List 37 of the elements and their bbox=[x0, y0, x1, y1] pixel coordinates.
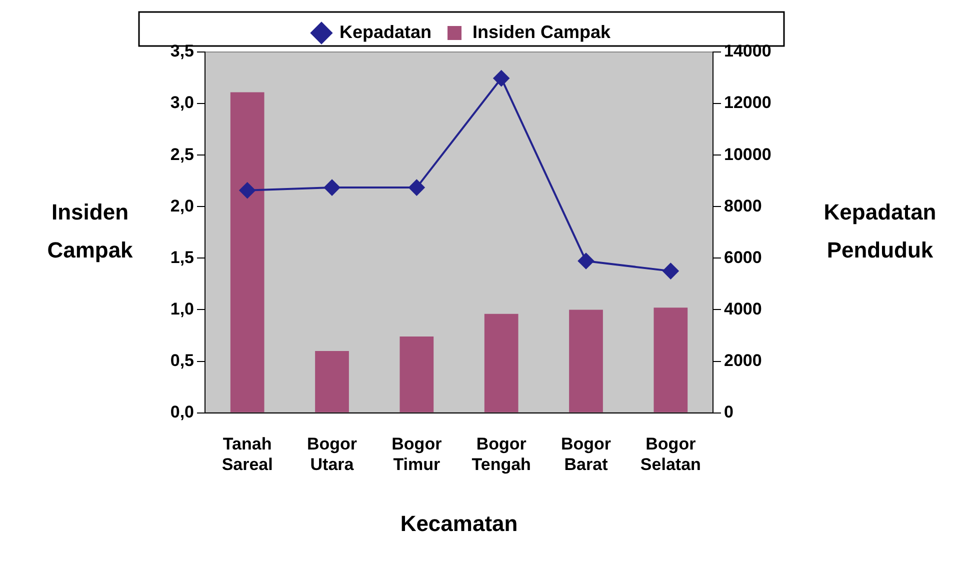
point bbox=[239, 182, 256, 198]
y2-tick-label: 12000 bbox=[724, 93, 772, 112]
x-axis-title: Kecamatan bbox=[400, 510, 518, 536]
point bbox=[578, 253, 594, 270]
y2-tick-label: 4000 bbox=[724, 299, 762, 318]
y-tick-label: 0,0 bbox=[170, 402, 194, 422]
bar bbox=[400, 336, 434, 412]
y-tick-label: 3,0 bbox=[170, 93, 194, 112]
y2-tick-label: 0 bbox=[724, 402, 734, 422]
y2-tick-label: 2000 bbox=[724, 350, 762, 370]
x-tick-label: Bogor Utara bbox=[306, 434, 358, 474]
y2-axis-title: Kepadatan Penduduk bbox=[824, 199, 936, 262]
y-tick-label: 1,5 bbox=[170, 248, 194, 267]
bar bbox=[315, 350, 349, 412]
y-tick-label: 2,0 bbox=[170, 196, 194, 216]
y2-tick-label: 10000 bbox=[724, 144, 772, 164]
bar bbox=[230, 92, 264, 412]
point bbox=[408, 180, 425, 196]
point bbox=[662, 263, 679, 280]
x-tick-label: Tanah Sareal bbox=[222, 434, 273, 474]
x-tick-label: Bogor Barat bbox=[560, 434, 612, 474]
y-tick-label: 2,5 bbox=[170, 144, 194, 164]
bar bbox=[569, 310, 603, 412]
bar bbox=[484, 314, 518, 412]
x-tick-label: Bogor Selatan bbox=[640, 434, 701, 474]
y-axis-title: Insiden Campak bbox=[47, 199, 134, 262]
y-tick-label: 1,0 bbox=[170, 299, 194, 318]
x-tick-label: Bogor Tengah bbox=[472, 434, 531, 474]
y2-tick-label: 8000 bbox=[724, 196, 762, 216]
legend-label: Kepadatan bbox=[339, 22, 432, 42]
bar bbox=[654, 308, 688, 412]
y2-tick-label: 6000 bbox=[724, 248, 762, 267]
y-tick-label: 0,5 bbox=[170, 350, 194, 370]
point bbox=[493, 70, 510, 86]
legend-label: Insiden Campak bbox=[472, 22, 612, 42]
point bbox=[324, 180, 340, 196]
x-tick-label: Bogor Timur bbox=[392, 434, 442, 474]
